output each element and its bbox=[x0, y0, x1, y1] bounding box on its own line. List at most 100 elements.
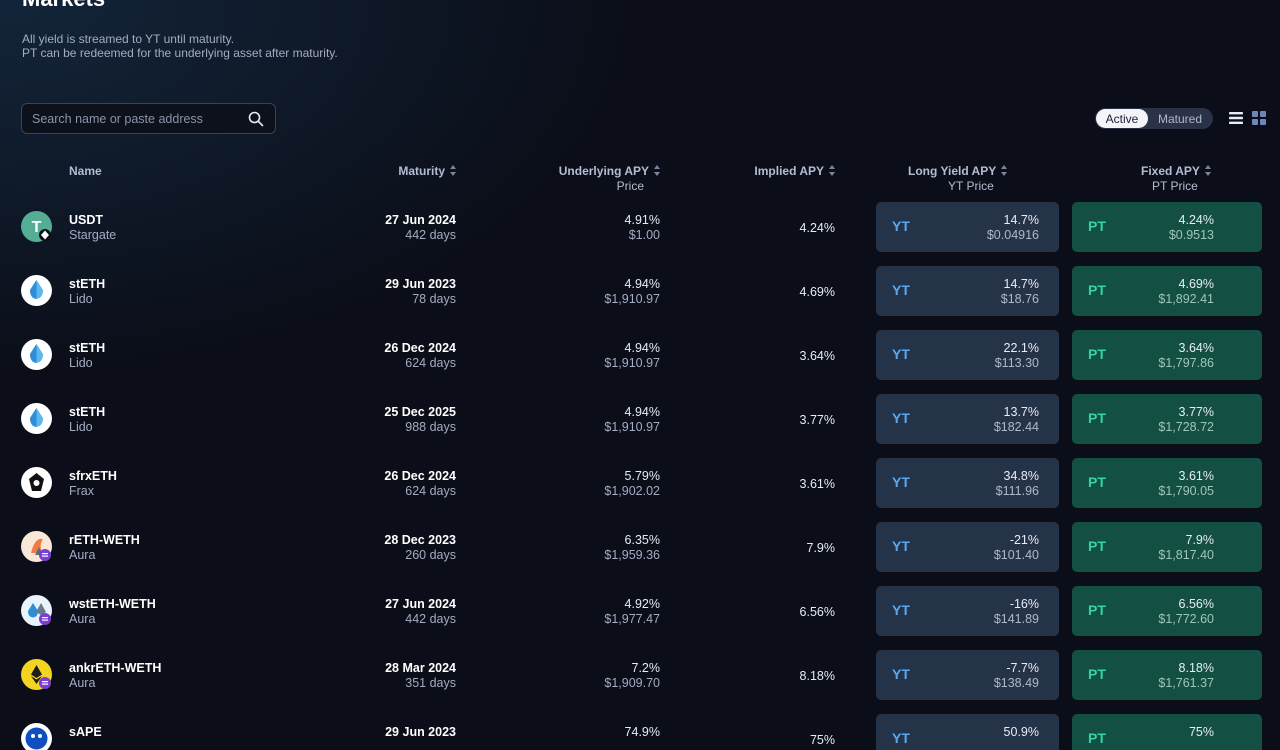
yt-apy: 50.9% bbox=[1003, 725, 1039, 739]
asset-name: sAPE bbox=[69, 725, 102, 739]
underlying-cell: 4.91% $1.00 bbox=[625, 213, 660, 242]
yt-button[interactable]: YT 14.7% $18.76 bbox=[876, 266, 1059, 316]
search-box[interactable] bbox=[21, 103, 276, 134]
yt-button[interactable]: YT 22.1% $113.30 bbox=[876, 330, 1059, 380]
pt-price: $1,728.72 bbox=[1158, 419, 1214, 434]
asset-name: sfrxETH bbox=[69, 469, 117, 483]
pt-label: PT bbox=[1088, 602, 1106, 618]
yt-label: YT bbox=[892, 218, 910, 234]
list-view-icon[interactable] bbox=[1229, 111, 1243, 125]
asset-name: stETH bbox=[69, 277, 106, 291]
column-header-maturity[interactable]: Maturity bbox=[398, 164, 456, 179]
ankreth-icon bbox=[21, 659, 52, 690]
days-remaining: 624 days bbox=[405, 355, 456, 370]
implied-apy: 4.69% bbox=[799, 285, 835, 299]
sort-icon[interactable] bbox=[1001, 164, 1008, 179]
underlying-cell: 4.94% $1,910.97 bbox=[604, 405, 660, 434]
sort-icon[interactable] bbox=[654, 164, 660, 179]
column-fixed-label: Fixed APY bbox=[1141, 164, 1200, 178]
asset-protocol: Lido bbox=[69, 292, 93, 306]
table-row[interactable]: stETH Lido 29 Jun 2023 78 days 4.94% $1,… bbox=[0, 265, 1280, 329]
pt-apy: 3.64% bbox=[1178, 341, 1214, 355]
underlying-apy: 4.94% bbox=[624, 277, 660, 291]
pt-label: PT bbox=[1088, 410, 1106, 426]
grid-view-icon[interactable] bbox=[1252, 111, 1266, 125]
implied-apy: 7.9% bbox=[806, 541, 836, 555]
yt-apy: -21% bbox=[1009, 533, 1039, 547]
maturity-cell: 25 Dec 2025 988 days bbox=[384, 405, 456, 434]
usdt-icon: T bbox=[21, 211, 52, 242]
yt-label: YT bbox=[892, 666, 910, 682]
pt-button[interactable]: PT 3.77% $1,728.72 bbox=[1072, 394, 1262, 444]
column-header-implied[interactable]: Implied APY bbox=[754, 164, 835, 179]
column-header-name[interactable]: Name bbox=[69, 164, 102, 178]
yt-price: $138.49 bbox=[993, 675, 1039, 690]
maturity-date: 27 Jun 2024 bbox=[385, 597, 456, 611]
filter-matured-button[interactable]: Matured bbox=[1157, 111, 1203, 126]
search-input[interactable] bbox=[22, 111, 241, 126]
table-row[interactable]: ankrETH-WETH Aura 28 Mar 2024 351 days 7… bbox=[0, 649, 1280, 713]
yt-button[interactable]: YT -21% $101.40 bbox=[876, 522, 1059, 572]
table-row[interactable]: rETH-WETH Aura 28 Dec 2023 260 days 6.35… bbox=[0, 521, 1280, 585]
pt-button[interactable]: PT 8.18% $1,761.37 bbox=[1072, 650, 1262, 700]
yt-label: YT bbox=[892, 538, 910, 554]
underlying-cell: 7.2% $1,909.70 bbox=[604, 661, 660, 690]
table-row[interactable]: sAPE 29 Jun 2023 74.9% 75% YT 50.9% PT 7… bbox=[0, 713, 1280, 750]
subtitle-line-1: All yield is streamed to YT until maturi… bbox=[22, 32, 235, 46]
yt-button[interactable]: YT 13.7% $182.44 bbox=[876, 394, 1059, 444]
yt-button[interactable]: YT -16% $141.89 bbox=[876, 586, 1059, 636]
pt-price: $0.9513 bbox=[1168, 227, 1214, 242]
underlying-cell: 4.94% $1,910.97 bbox=[604, 277, 660, 306]
column-header-long-yield[interactable]: Long Yield APY YT Price bbox=[908, 164, 1048, 193]
yt-button[interactable]: YT 14.7% $0.04916 bbox=[876, 202, 1059, 252]
days-remaining: 351 days bbox=[405, 675, 456, 690]
pt-button[interactable]: PT 4.69% $1,892.41 bbox=[1072, 266, 1262, 316]
yt-label: YT bbox=[892, 410, 910, 426]
pt-button[interactable]: PT 3.61% $1,790.05 bbox=[1072, 458, 1262, 508]
table-row[interactable]: wstETH-WETH Aura 27 Jun 2024 442 days 4.… bbox=[0, 585, 1280, 649]
pt-label: PT bbox=[1088, 666, 1106, 682]
yt-button[interactable]: YT 34.8% $111.96 bbox=[876, 458, 1059, 508]
table-row[interactable]: T USDT Stargate 27 Jun 2024 442 days 4.9… bbox=[0, 201, 1280, 265]
asset-protocol: Aura bbox=[69, 548, 96, 562]
sort-icon[interactable] bbox=[1204, 164, 1211, 179]
asset-protocol: Lido bbox=[69, 420, 93, 434]
sort-icon[interactable] bbox=[829, 164, 835, 179]
underlying-cell: 6.35% $1,959.36 bbox=[604, 533, 660, 562]
filter-active-button[interactable]: Active bbox=[1096, 109, 1148, 128]
yt-button[interactable]: YT -7.7% $138.49 bbox=[876, 650, 1059, 700]
table-row[interactable]: stETH Lido 26 Dec 2024 624 days 4.94% $1… bbox=[0, 329, 1280, 393]
underlying-price: $1,909.70 bbox=[604, 675, 660, 690]
pt-button[interactable]: PT 6.56% $1,772.60 bbox=[1072, 586, 1262, 636]
column-header-fixed[interactable]: Fixed APY PT Price bbox=[1141, 164, 1241, 193]
pt-label: PT bbox=[1088, 282, 1106, 298]
pt-button[interactable]: PT 75% bbox=[1072, 714, 1262, 750]
underlying-price: $1,910.97 bbox=[604, 419, 660, 434]
pt-price: $1,892.41 bbox=[1158, 291, 1214, 306]
days-remaining: 624 days bbox=[405, 483, 456, 498]
asset-protocol: Frax bbox=[69, 484, 94, 498]
search-icon[interactable] bbox=[241, 104, 271, 134]
yt-price: $182.44 bbox=[993, 419, 1039, 434]
pt-price: $1,797.86 bbox=[1158, 355, 1214, 370]
pt-button[interactable]: PT 7.9% $1,817.40 bbox=[1072, 522, 1262, 572]
table-row[interactable]: sfrxETH Frax 26 Dec 2024 624 days 5.79% … bbox=[0, 457, 1280, 521]
column-long-yield-label: Long Yield APY bbox=[908, 164, 997, 178]
maturity-cell: 28 Mar 2024 351 days bbox=[385, 661, 456, 690]
sort-icon[interactable] bbox=[450, 164, 456, 179]
asset-name: stETH bbox=[69, 405, 106, 419]
yt-button[interactable]: YT 50.9% bbox=[876, 714, 1059, 750]
underlying-price: $1,959.36 bbox=[604, 547, 660, 562]
implied-apy: 75% bbox=[809, 733, 835, 747]
status-toggle[interactable]: Active Matured bbox=[1095, 108, 1213, 129]
pt-price: $1,761.37 bbox=[1158, 675, 1214, 690]
implied-apy: 8.18% bbox=[799, 669, 835, 683]
table-row[interactable]: stETH Lido 25 Dec 2025 988 days 4.94% $1… bbox=[0, 393, 1280, 457]
maturity-date: 27 Jun 2024 bbox=[385, 213, 456, 227]
yt-label: YT bbox=[892, 282, 910, 298]
pt-button[interactable]: PT 4.24% $0.9513 bbox=[1072, 202, 1262, 252]
column-header-underlying[interactable]: Underlying APY Price bbox=[559, 164, 660, 193]
pt-button[interactable]: PT 3.64% $1,797.86 bbox=[1072, 330, 1262, 380]
yt-apy: 14.7% bbox=[1003, 277, 1039, 291]
maturity-cell: 26 Dec 2024 624 days bbox=[384, 469, 456, 498]
